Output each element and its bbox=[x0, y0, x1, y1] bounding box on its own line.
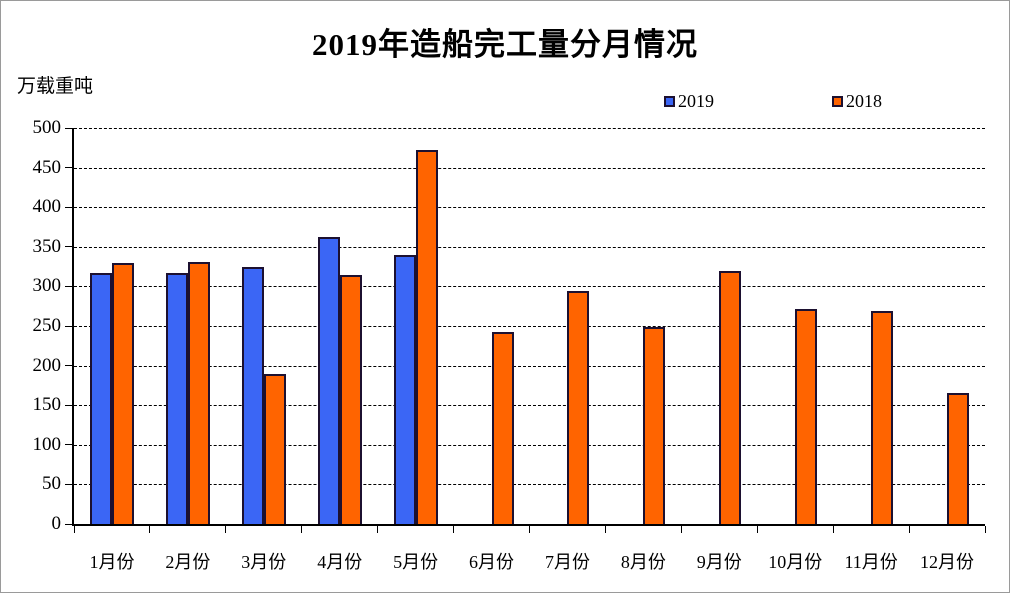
x-axis-label-2: 2月份 bbox=[165, 552, 211, 572]
x-axis-label-3: 3月份 bbox=[241, 552, 287, 572]
y-axis-tick-label: 300 bbox=[32, 275, 62, 297]
bar-2018-month-5 bbox=[415, 150, 438, 524]
bar-2018-month-2 bbox=[187, 262, 210, 524]
gridline-50 bbox=[74, 484, 985, 486]
y-axis-tick bbox=[65, 127, 72, 129]
x-axis-label-9: 9月份 bbox=[696, 552, 742, 572]
x-axis-tick bbox=[984, 526, 986, 533]
gridline-150 bbox=[74, 405, 985, 407]
y-axis-tick-label: 200 bbox=[32, 354, 62, 376]
x-axis-tick bbox=[529, 526, 530, 533]
y-axis-tick-label: 0 bbox=[51, 513, 62, 534]
y-axis-tick-label: 150 bbox=[32, 394, 62, 416]
x-axis-tick bbox=[377, 526, 379, 533]
y-axis-tick bbox=[65, 285, 72, 287]
gridline-500 bbox=[74, 128, 985, 129]
x-axis-tick bbox=[756, 526, 758, 533]
chart-title: 2019年造船完工量分月情况 bbox=[312, 27, 698, 62]
bar-2018-month-11 bbox=[871, 311, 894, 524]
bar-2018-month-7 bbox=[567, 291, 590, 524]
bar-2018-month-1 bbox=[111, 263, 134, 524]
y-axis-tick bbox=[65, 483, 72, 485]
y-axis-tick bbox=[65, 444, 72, 446]
y-axis-tick bbox=[65, 325, 72, 327]
gridline-450 bbox=[74, 167, 985, 169]
bar-2019-month-1 bbox=[89, 273, 112, 524]
x-axis-label-10: 10月份 bbox=[768, 552, 823, 572]
x-axis-label-4: 4月份 bbox=[317, 552, 363, 572]
bar-2018-month-4 bbox=[339, 275, 362, 524]
x-axis-label-5: 5月份 bbox=[393, 552, 439, 572]
x-axis-label-12: 12月份 bbox=[920, 552, 975, 572]
y-axis-tick-label: 500 bbox=[32, 117, 62, 138]
y-axis-tick-label: 100 bbox=[32, 433, 62, 455]
plot-area bbox=[65, 127, 986, 533]
legend-item-2019: 2019 bbox=[664, 91, 714, 112]
x-axis-label-8: 8月份 bbox=[620, 552, 666, 572]
y-axis-tick-label: 250 bbox=[32, 315, 62, 336]
x-axis-tick bbox=[149, 526, 151, 533]
bar-2018-month-8 bbox=[643, 327, 666, 524]
bar-2019-month-2 bbox=[165, 273, 188, 524]
gridline-250 bbox=[74, 326, 985, 327]
gridline-100 bbox=[74, 444, 985, 446]
x-axis-tick bbox=[680, 526, 682, 533]
y-axis-tick bbox=[65, 206, 72, 208]
x-axis-label-11: 11月份 bbox=[844, 552, 898, 572]
gridline-200 bbox=[74, 365, 985, 367]
x-axis-tick bbox=[453, 526, 455, 533]
x-axis-tick bbox=[301, 526, 303, 533]
y-axis-tick bbox=[65, 365, 72, 367]
x-axis-tick bbox=[604, 526, 606, 533]
y-axis-tick bbox=[65, 246, 72, 248]
legend-item-2018: 2018 bbox=[832, 91, 882, 112]
legend-label-2018: 2018 bbox=[846, 91, 882, 111]
x-axis-label-7: 7月份 bbox=[544, 552, 590, 572]
legend-swatch-2018-icon bbox=[832, 96, 843, 107]
gridline-400 bbox=[74, 207, 985, 209]
legend-swatch-2019-icon bbox=[664, 96, 675, 107]
x-axis-tick bbox=[832, 526, 834, 533]
y-axis-tick-label: 350 bbox=[32, 235, 62, 257]
x-axis-tick bbox=[225, 526, 227, 533]
y-axis-tick bbox=[65, 167, 72, 169]
bar-2019-month-3 bbox=[241, 267, 264, 524]
y-axis-unit-label: 万载重吨 bbox=[17, 76, 94, 97]
y-axis-tick-label: 50 bbox=[42, 473, 61, 495]
bar-2018-month-6 bbox=[491, 332, 514, 524]
x-axis-tick bbox=[908, 526, 910, 533]
y-axis-tick bbox=[65, 404, 72, 406]
bar-2019-month-5 bbox=[393, 255, 416, 524]
y-axis-tick-label: 450 bbox=[32, 156, 62, 178]
bar-2018-month-9 bbox=[719, 271, 742, 524]
legend-label-2019: 2019 bbox=[678, 91, 714, 111]
x-axis-label-6: 6月份 bbox=[469, 552, 515, 572]
x-axis-label-1: 1月份 bbox=[89, 552, 135, 572]
x-axis-tick bbox=[73, 526, 75, 533]
y-axis-tick bbox=[65, 523, 72, 525]
bar-2018-month-12 bbox=[947, 393, 970, 524]
bar-2018-month-3 bbox=[263, 374, 286, 524]
y-axis-tick-label: 400 bbox=[32, 196, 62, 218]
bar-2018-month-10 bbox=[795, 309, 818, 524]
bar-2019-month-4 bbox=[317, 237, 340, 524]
gridline-350 bbox=[74, 246, 985, 248]
gridline-300 bbox=[74, 286, 985, 288]
